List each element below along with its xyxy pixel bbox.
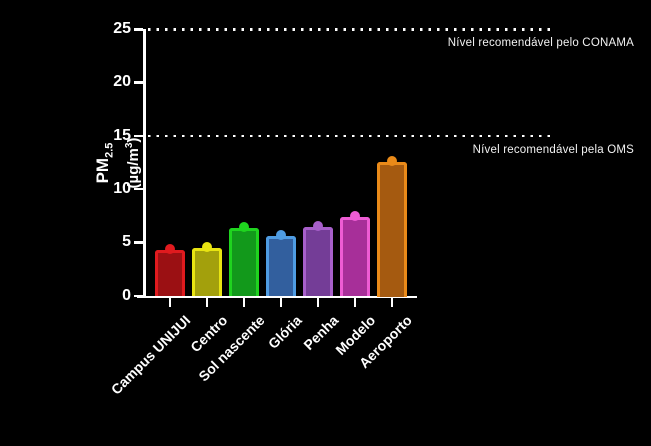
bar bbox=[192, 247, 222, 297]
y-axis bbox=[143, 29, 146, 298]
y-axis-tick bbox=[134, 187, 143, 191]
bar-cap-dot bbox=[350, 210, 360, 221]
bar-cap-dot bbox=[239, 222, 249, 233]
reference-line-label: Nível recomendável pela OMS bbox=[472, 143, 634, 156]
y-axis-tick bbox=[134, 294, 143, 297]
y-tick-label: 20 bbox=[113, 73, 131, 91]
x-axis-tick bbox=[206, 298, 208, 307]
y-tick-label: 5 bbox=[122, 233, 131, 251]
bar bbox=[303, 227, 333, 297]
bar bbox=[229, 228, 259, 297]
x-axis-tick bbox=[243, 298, 245, 307]
y-axis-tick bbox=[134, 28, 143, 31]
y-axis-tick bbox=[134, 134, 143, 138]
y-tick-label: 15 bbox=[113, 126, 131, 144]
bar-cap-dot bbox=[202, 241, 212, 252]
y-tick-label: 10 bbox=[113, 179, 131, 197]
reference-line bbox=[148, 28, 553, 31]
x-axis-tick bbox=[169, 298, 171, 307]
x-tick-label: Glória bbox=[264, 311, 305, 352]
bar bbox=[155, 249, 185, 297]
bar-cap-dot bbox=[313, 221, 323, 232]
bar-cap-dot bbox=[387, 156, 397, 167]
bar bbox=[377, 162, 407, 297]
reference-line-label: Nível recomendável pelo CONAMA bbox=[447, 37, 634, 49]
bar-cap-dot bbox=[276, 229, 286, 240]
x-tick-label: Campus UNIJUI bbox=[107, 311, 194, 398]
x-axis-tick bbox=[317, 298, 319, 307]
y-tick-label: 25 bbox=[113, 20, 131, 37]
y-axis-tick bbox=[134, 81, 143, 84]
x-axis bbox=[137, 295, 417, 298]
x-axis-tick bbox=[280, 298, 282, 307]
bar-cap-dot bbox=[165, 243, 175, 254]
y-tick-label: 0 bbox=[122, 286, 131, 304]
x-axis-tick bbox=[391, 298, 393, 307]
bar bbox=[340, 216, 370, 297]
reference-line bbox=[148, 134, 553, 138]
x-axis-tick bbox=[354, 298, 356, 307]
bar bbox=[266, 235, 296, 297]
y-axis-tick bbox=[134, 241, 143, 244]
